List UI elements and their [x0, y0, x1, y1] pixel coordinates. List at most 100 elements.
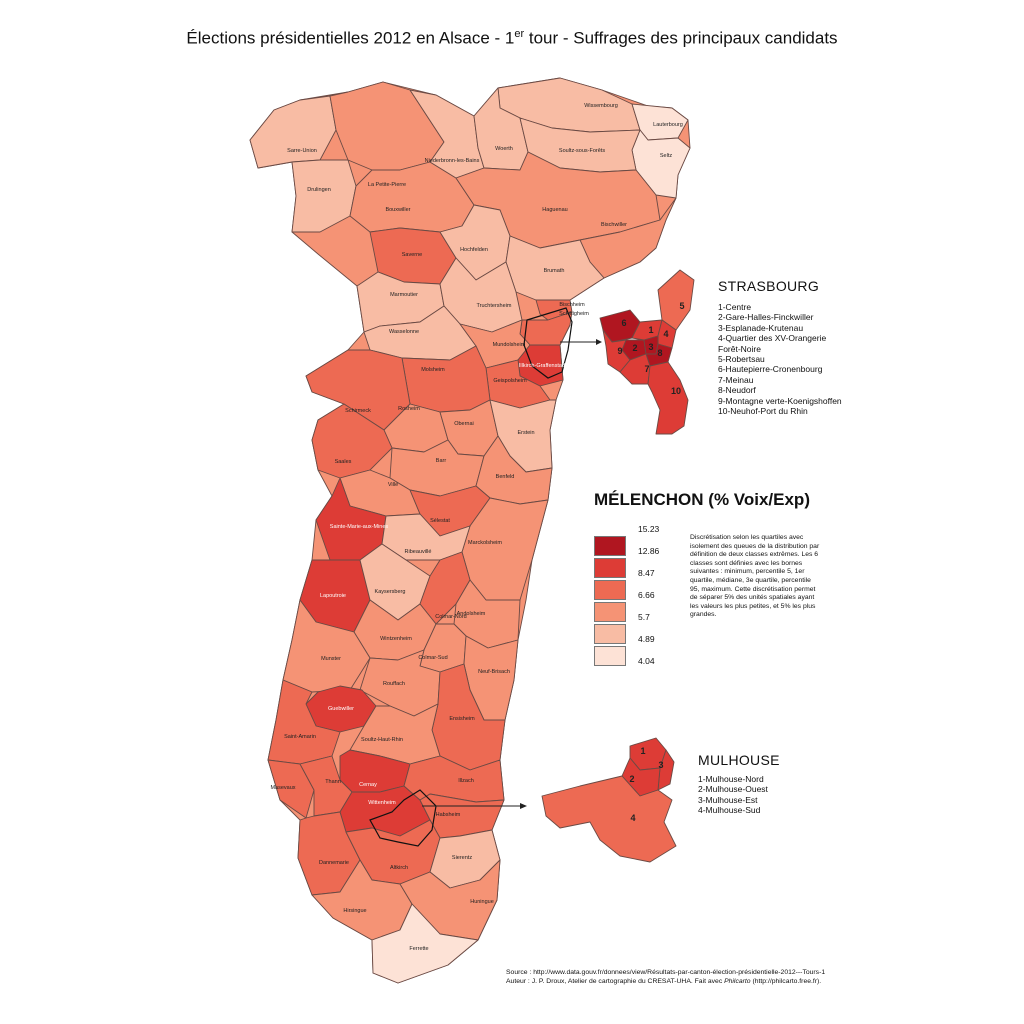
canton-label: Truchtersheim — [477, 303, 512, 309]
title-text: Élections présidentielles 2012 en Alsace… — [186, 28, 515, 48]
district-list-item: 4-Mulhouse-Sud — [698, 805, 761, 816]
canton-label: Schiltigheim — [559, 311, 589, 317]
canton-label: Thann — [325, 779, 341, 785]
svg-text:4: 4 — [663, 329, 668, 339]
canton-label: Ferrette — [409, 946, 428, 952]
canton-label: Bouxwiller — [385, 207, 410, 213]
canton-label: Soultz-Haut-Rhin — [361, 737, 403, 743]
district-list-item: 10-Neuhof-Port du Rhin — [718, 406, 808, 417]
svg-text:9: 9 — [617, 346, 622, 356]
author-brand: Philcarto — [724, 978, 751, 986]
legend-swatch-2 — [594, 558, 626, 578]
svg-text:4: 4 — [630, 813, 635, 823]
legend-swatch-3 — [594, 580, 626, 600]
canton-label: Villé — [388, 482, 398, 488]
canton-label: Lapoutroie — [320, 593, 346, 599]
district-list-item: 6-Hautepierre-Cronenbourg — [718, 364, 823, 375]
legend-swatch-6 — [594, 646, 626, 666]
legend-bound: 4.89 — [638, 634, 655, 644]
canton-label: Saales — [335, 459, 352, 465]
canton-label: Huningue — [470, 899, 494, 905]
svg-text:3: 3 — [658, 760, 663, 770]
canton-label: Barr — [436, 458, 447, 464]
canton-label: Seltz — [660, 153, 672, 159]
district-list-item: 5-Robertsau — [718, 354, 765, 365]
legend-swatch-5 — [594, 624, 626, 644]
canton-label: Illkirch-Graffenstaden — [519, 363, 571, 369]
mulhouse-district-list: 1-Mulhouse-Nord 2-Mulhouse-Ouest 3-Mulhous… — [698, 774, 768, 816]
district-list-item: 4-Quartier des XV-Orangerie — [718, 333, 827, 344]
mulhouse-arrow — [422, 803, 527, 809]
canton-label: Benfeld — [496, 474, 515, 480]
canton-label: Mundolsheim — [493, 342, 526, 348]
canton-label: Ensisheim — [449, 716, 475, 722]
svg-text:7: 7 — [644, 364, 649, 374]
canton-label: Lauterbourg — [653, 122, 683, 128]
canton-label: Soultz-sous-Forêts — [559, 148, 605, 154]
legend-bound: 5.7 — [638, 612, 650, 622]
district-list-item: 3-Esplanade-Krutenau — [718, 322, 804, 333]
canton-label: Habsheim — [436, 812, 461, 818]
svg-text:10: 10 — [671, 386, 681, 396]
canton-label: Colmar-Nord — [435, 614, 466, 620]
district-list-item: 7-Meinau — [718, 374, 754, 385]
map-title: Élections présidentielles 2012 en Alsace… — [0, 28, 1024, 49]
legend-bound: 12.86 — [638, 546, 660, 556]
district-list-item: 2-Gare-Halles-Finckwiller — [718, 312, 814, 323]
canton-label: Cernay — [359, 782, 377, 788]
title-text-end: tour - Suffrages des principaux candidat… — [524, 28, 838, 48]
source-line: Source : http://www.data.gouv.fr/donnees… — [506, 969, 826, 976]
canton-masevaux — [267, 759, 315, 819]
footer: Source : http://www.data.gouv.fr/donnees… — [506, 968, 825, 987]
svg-text:3: 3 — [648, 342, 653, 352]
canton-label: Guebwiller — [328, 706, 354, 712]
district-list-item: 2-Mulhouse-Ouest — [698, 784, 768, 795]
district-list-item: 3-Mulhouse-Est — [698, 794, 758, 805]
canton-label: Niederbronn-les-Bains — [425, 158, 480, 164]
strasbourg-title: STRASBOURG — [718, 278, 820, 294]
strasbourg-arrow — [560, 339, 602, 345]
district-list-item: Forêt-Noire — [718, 343, 761, 354]
strasbourg-district-10 — [647, 361, 689, 435]
canton-label: Woerth — [495, 146, 513, 152]
legend-bound: 8.47 — [638, 568, 655, 578]
canton-label: Illzach — [458, 778, 474, 784]
district-list-item: 1-Centre — [718, 302, 752, 312]
canton-label: Sarre-Union — [287, 148, 317, 154]
canton-label: Ribeauvillé — [405, 549, 432, 555]
canton-label: Masevaux — [270, 785, 295, 791]
canton-label: Hochfelden — [460, 247, 488, 253]
strasbourg-inset-map: 6 1 4 5 2 3 8 9 7 10 — [599, 269, 695, 435]
canton-label: Sierentz — [452, 855, 472, 861]
legend-swatch-1 — [594, 536, 626, 556]
canton-labels: Wissembourg Lauterbourg Seltz Sarre-Union Dr… — [270, 103, 682, 952]
canton-label: Saverne — [402, 252, 423, 258]
mulhouse-title: MULHOUSE — [698, 752, 780, 768]
canton-label: Molsheim — [421, 367, 445, 373]
canton-label: Rosheim — [398, 406, 420, 412]
canton-label: Altkirch — [390, 865, 408, 871]
canton-label: Marckolsheim — [468, 540, 502, 546]
strasbourg-outline — [523, 307, 573, 379]
canton-label: Wasselonne — [389, 329, 419, 335]
canton-label: Obernai — [454, 421, 474, 427]
legend-bound: 15.23 — [638, 524, 660, 534]
canton-label: Andolsheim — [457, 611, 486, 617]
canton-label: Dannemarie — [319, 860, 349, 866]
canton-label: Wittenheim — [368, 800, 396, 806]
svg-text:2: 2 — [629, 774, 634, 784]
canton-label: Geispolsheim — [493, 378, 527, 384]
canton-label: Hirsingue — [343, 908, 366, 914]
canton-label: Schirmeck — [345, 408, 371, 414]
canton-label: Bischwiller — [601, 222, 627, 228]
canton-label: Rouffach — [383, 681, 405, 687]
legend-note: Discrétisation selon les quartiles avec … — [690, 534, 820, 619]
canton-label: Brumath — [544, 268, 565, 274]
canton-brumath — [505, 235, 605, 301]
canton-ferrette — [371, 903, 479, 984]
author-text: Auteur : J. P. Droux, Atelier de cartogr… — [506, 978, 725, 986]
canton-label: Saint-Amarin — [284, 734, 316, 740]
mulhouse-outline — [369, 789, 437, 847]
svg-text:2: 2 — [632, 343, 637, 353]
strasbourg-district-list: 1-Centre 2-Gare-Halles-Finckwiller 3-Espla… — [718, 302, 842, 416]
